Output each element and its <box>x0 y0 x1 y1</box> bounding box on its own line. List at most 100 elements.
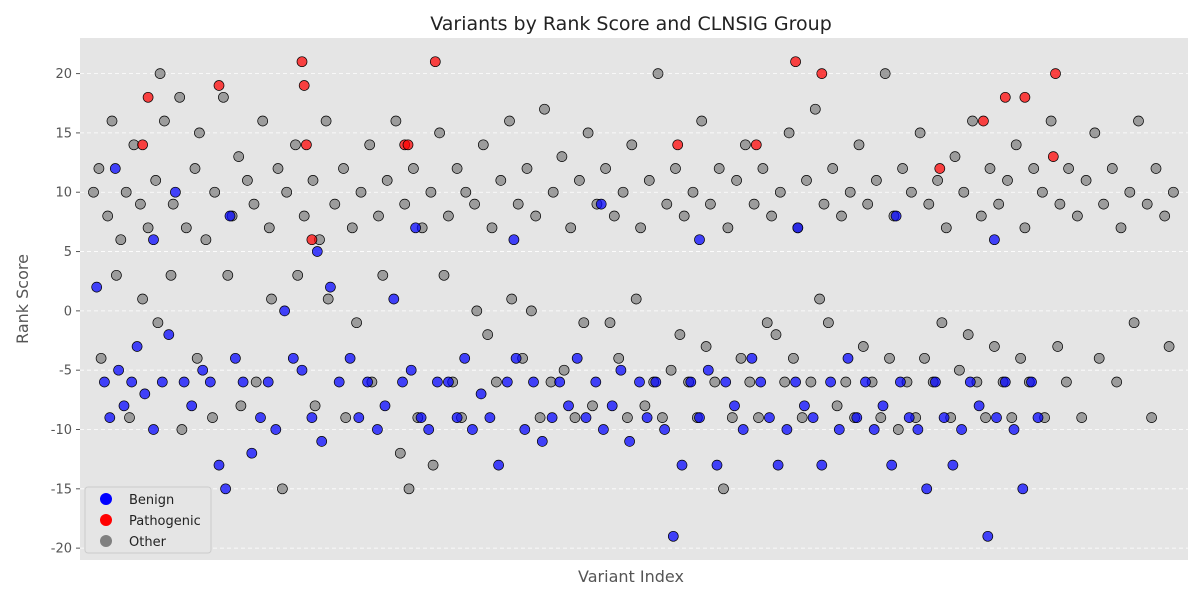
point-other <box>862 198 874 210</box>
point-benign <box>667 530 679 542</box>
point-other <box>1106 163 1118 174</box>
point-benign <box>148 424 159 435</box>
point-benign <box>868 424 880 435</box>
y-tick-label: 10 <box>55 186 72 201</box>
point-other <box>309 400 321 412</box>
point-benign <box>528 376 539 388</box>
point-benign <box>519 424 531 435</box>
point-benign <box>118 400 130 412</box>
point-benign <box>590 376 602 388</box>
point-other <box>137 293 148 305</box>
point-other <box>427 459 439 471</box>
point-other <box>831 400 843 412</box>
point-other <box>801 175 812 186</box>
point-other <box>1002 175 1013 186</box>
point-pathogenic <box>296 56 308 68</box>
point-other <box>757 163 769 174</box>
point-benign <box>711 459 723 471</box>
point-other <box>731 175 742 186</box>
point-other <box>919 352 930 364</box>
point-other <box>482 329 494 340</box>
point-pathogenic <box>816 68 828 79</box>
y-tick-label: -10 <box>51 423 72 438</box>
point-other <box>512 198 524 210</box>
point-other <box>582 127 594 139</box>
point-benign <box>344 352 356 364</box>
point-other <box>565 222 577 234</box>
point-benign <box>139 388 151 400</box>
point-other <box>766 210 777 222</box>
point-other <box>958 186 970 198</box>
point-other <box>534 412 546 423</box>
point-other <box>1045 115 1057 127</box>
point-other <box>115 234 127 246</box>
y-tick-label: 0 <box>64 304 72 319</box>
point-other <box>600 163 611 174</box>
point-benign <box>270 424 282 435</box>
point-other <box>189 163 201 174</box>
point-other <box>827 163 839 174</box>
point-other <box>989 341 1000 352</box>
point-other <box>569 412 581 423</box>
point-benign <box>1017 483 1029 495</box>
point-other <box>993 198 1005 210</box>
point-benign <box>451 412 463 423</box>
point-other <box>875 412 887 423</box>
point-benign <box>755 376 767 388</box>
point-other <box>696 115 708 127</box>
point-benign <box>792 222 804 234</box>
point-other <box>218 91 229 103</box>
point-other <box>853 139 865 151</box>
point-other <box>547 186 559 198</box>
point-other <box>1146 412 1157 423</box>
point-benign <box>1026 376 1037 388</box>
point-other <box>1015 352 1026 364</box>
point-other <box>88 186 99 198</box>
point-benign <box>799 400 810 412</box>
point-benign <box>659 424 670 435</box>
point-other <box>914 127 926 139</box>
y-tick-label: 15 <box>55 126 72 141</box>
y-tick-labels: -20 -15 -10 -5 0 5 10 15 20 <box>51 67 80 557</box>
point-other <box>761 317 773 329</box>
point-benign <box>510 352 522 364</box>
point-other <box>102 210 114 222</box>
point-other <box>661 198 673 210</box>
point-other <box>805 376 817 388</box>
point-other <box>670 163 681 174</box>
point-other <box>355 186 367 198</box>
point-other <box>678 210 690 222</box>
point-other <box>823 317 834 329</box>
y-tick-label: 5 <box>64 245 72 260</box>
point-benign <box>131 341 143 352</box>
point-pathogenic <box>790 56 801 68</box>
point-other <box>608 210 620 222</box>
point-other <box>1076 412 1088 423</box>
point-other <box>626 139 638 151</box>
point-benign <box>493 459 504 471</box>
point-other <box>578 317 590 329</box>
point-pathogenic <box>1047 151 1059 162</box>
point-other <box>154 68 166 79</box>
legend-marker-pathogenic <box>100 514 112 526</box>
point-other <box>1072 210 1083 222</box>
point-other <box>906 186 917 198</box>
point-benign <box>615 364 627 376</box>
point-benign <box>685 376 697 388</box>
point-benign <box>634 376 645 388</box>
point-benign <box>833 424 845 435</box>
point-other <box>735 352 747 364</box>
point-benign <box>410 222 421 234</box>
point-other <box>381 175 393 186</box>
point-benign <box>148 234 159 246</box>
point-other <box>674 329 686 340</box>
point-other <box>1128 317 1140 329</box>
point-benign <box>432 376 443 388</box>
point-other <box>346 222 358 234</box>
point-benign <box>536 436 548 447</box>
point-other <box>95 352 107 364</box>
point-benign <box>204 376 216 388</box>
point-other <box>320 115 332 127</box>
point-other <box>222 269 234 281</box>
point-other <box>399 198 411 210</box>
